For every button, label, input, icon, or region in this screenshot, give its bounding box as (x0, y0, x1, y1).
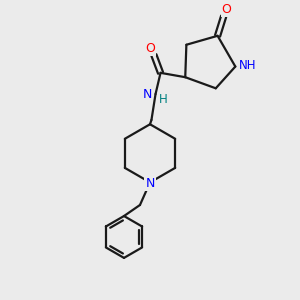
Text: N: N (145, 177, 155, 190)
Text: O: O (145, 42, 155, 55)
Text: H: H (159, 93, 168, 106)
Text: O: O (222, 4, 232, 16)
Text: NH: NH (239, 58, 256, 72)
Text: N: N (143, 88, 152, 100)
